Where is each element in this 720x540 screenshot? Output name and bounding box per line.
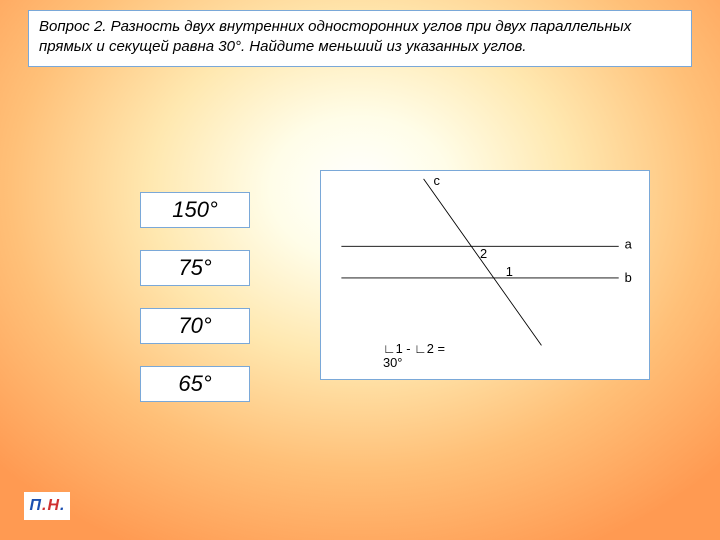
question-body: Разность двух внутренних односторонних у…	[39, 18, 631, 55]
label-a: a	[625, 236, 633, 251]
author-logo: П . Н .	[24, 492, 70, 520]
answer-option-0[interactable]: 150°	[140, 192, 250, 228]
line-c	[424, 179, 542, 345]
label-angle-2: 2	[480, 246, 487, 261]
logo-n: Н	[47, 497, 59, 515]
answer-list: 150° 75° 70° 65°	[140, 192, 250, 402]
question-box: Вопрос 2. Разность двух внутренних однос…	[28, 10, 692, 67]
logo-p: П	[30, 497, 42, 515]
label-angle-1: 1	[506, 264, 513, 279]
logo-dot1: .	[42, 497, 46, 515]
logo-dot2: .	[60, 497, 64, 515]
diagram: a b c 1 2 ∟1 - ∟2 = 30°	[320, 170, 650, 380]
label-c: c	[433, 173, 440, 188]
equation-line-1: ∟1 - ∟2 =	[383, 341, 445, 356]
label-b: b	[625, 270, 632, 285]
diagram-svg: a b c 1 2 ∟1 - ∟2 = 30°	[321, 171, 649, 379]
answer-option-2[interactable]: 70°	[140, 308, 250, 344]
answer-option-3[interactable]: 65°	[140, 366, 250, 402]
answer-option-1[interactable]: 75°	[140, 250, 250, 286]
equation-line-2: 30°	[383, 355, 402, 370]
question-title: Вопрос 2.	[39, 18, 106, 35]
